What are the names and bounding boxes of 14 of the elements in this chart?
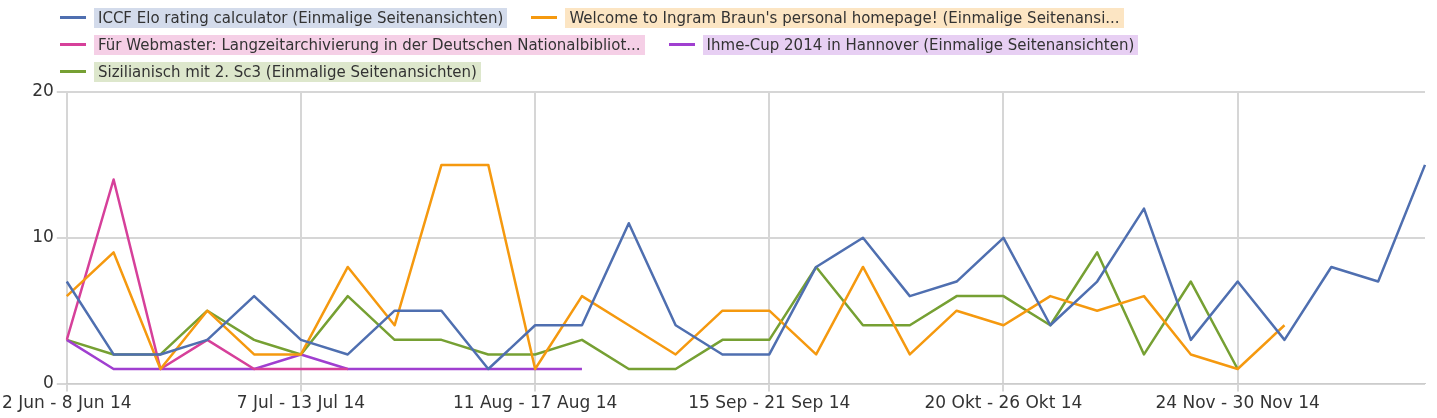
x-tick-label: 24 Nov - 30 Nov 14 [1155, 392, 1320, 413]
legend-label: Sizilianisch mit 2. Sc3 (Einmalige Seitenansichten) [94, 61, 481, 82]
x-tick-label: 11 Aug - 17 Aug 14 [452, 392, 618, 413]
legend-label: ICCF Elo rating calculator (Einmalige Seitenansichten) [94, 7, 508, 28]
x-tick-label: 2 Jun - 8 Jun 14 [2, 392, 132, 413]
legend-label: Ihme-Cup 2014 in Hannover (Einmalige Seitenansichten) [702, 34, 1139, 55]
y-tick-label: 10 [32, 226, 54, 247]
x-tick-label: 15 Sep - 21 Sep 14 [688, 392, 851, 413]
y-tick-label: 20 [32, 80, 54, 101]
legend-label: Für Webmaster: Langzeitarchivierung in der Deutschen Nationalbibliot... [94, 34, 645, 55]
y-tick-label: 0 [42, 372, 54, 393]
legend-label: Welcome to Ingram Braun's personal homepage! (Einmalige Seitenansi... [565, 7, 1124, 28]
x-tick-label: 7 Jul - 13 Jul 14 [236, 392, 366, 413]
x-tick-label: 20 Okt - 26 Okt 14 [924, 392, 1083, 413]
